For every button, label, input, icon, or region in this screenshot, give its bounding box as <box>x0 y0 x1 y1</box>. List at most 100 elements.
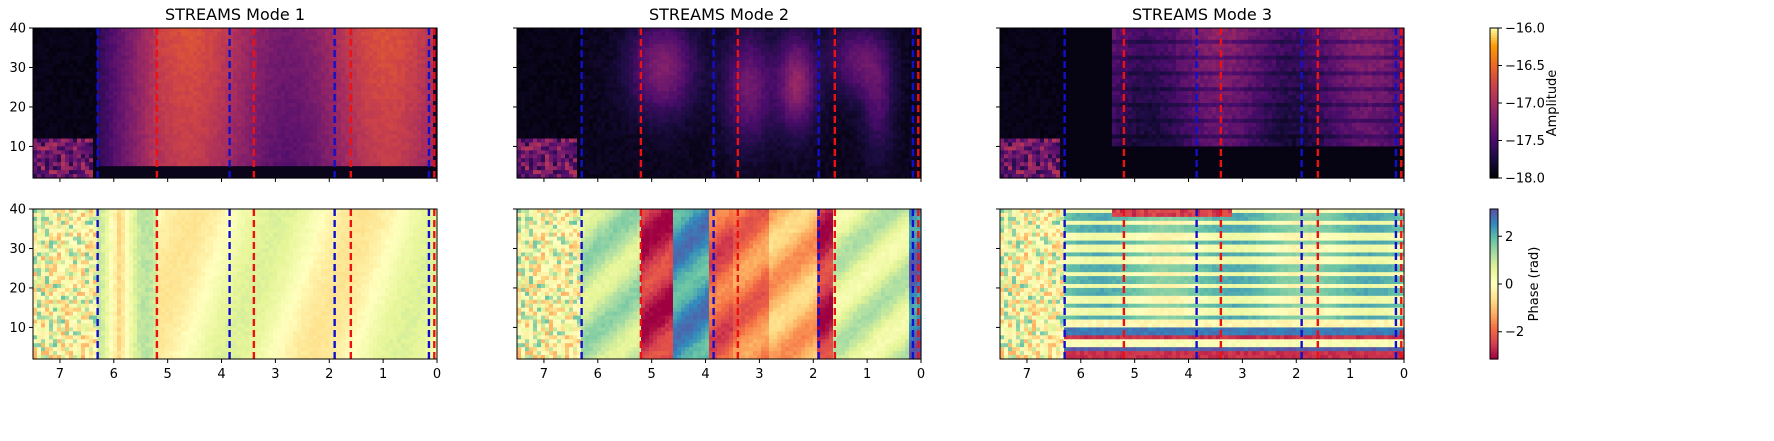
heatmap-cell <box>565 118 570 124</box>
heatmap-cell <box>425 67 430 73</box>
heatmap-cell <box>201 150 206 155</box>
heatmap-cell <box>521 130 526 136</box>
heatmap-cell <box>229 118 234 124</box>
heatmap-cell <box>401 142 406 148</box>
heatmap-cell <box>101 51 106 57</box>
heatmap-cell <box>609 122 614 128</box>
heatmap-cell <box>301 142 306 148</box>
heatmap-cell <box>369 146 374 151</box>
heatmap-cell <box>321 134 326 140</box>
heatmap-cell <box>565 106 570 112</box>
heatmap-cell <box>357 31 362 37</box>
heatmap-cell <box>173 67 178 73</box>
heatmap-cell <box>237 79 242 84</box>
heatmap-cell <box>285 35 290 41</box>
heatmap-cell <box>213 170 218 175</box>
heatmap-cell <box>561 174 566 179</box>
heatmap-cell <box>157 51 162 57</box>
heatmap-cell <box>293 39 298 45</box>
heatmap-cell <box>85 67 90 73</box>
heatmap-cell <box>537 114 542 120</box>
heatmap-cell <box>161 79 166 84</box>
heatmap-cell <box>261 146 266 151</box>
heatmap-cell <box>197 174 202 179</box>
heatmap-cell <box>289 43 294 49</box>
heatmap-cell <box>53 134 58 140</box>
heatmap-cell <box>197 59 202 65</box>
heatmap-cell <box>253 103 258 108</box>
heatmap-cell <box>549 134 554 140</box>
heatmap-cell <box>421 154 426 159</box>
heatmap-cell <box>613 158 618 163</box>
heatmap-cell <box>357 138 362 144</box>
heatmap-cell <box>153 162 158 167</box>
heatmap-cell <box>537 87 542 92</box>
heatmap-cell <box>185 150 190 155</box>
heatmap-cell <box>369 59 374 65</box>
heatmap-cell <box>237 31 242 37</box>
heatmap-cell <box>37 79 42 84</box>
heatmap-cell <box>293 67 298 73</box>
heatmap-cell <box>261 114 266 120</box>
heatmap-cell <box>601 146 606 151</box>
heatmap-cell <box>281 47 286 53</box>
heatmap-cell <box>173 150 178 155</box>
heatmap-cell <box>529 130 534 136</box>
heatmap-cell <box>401 103 406 108</box>
heatmap-cell <box>333 110 338 116</box>
heatmap-cell <box>165 110 170 116</box>
heatmap-cell <box>373 126 378 132</box>
heatmap-cell <box>573 79 578 84</box>
heatmap-cell <box>277 59 282 65</box>
heatmap-cell <box>97 174 102 179</box>
heatmap-cell <box>69 134 74 140</box>
heatmap-cell <box>545 103 550 108</box>
heatmap-cell <box>117 91 122 96</box>
heatmap-cell <box>237 150 242 155</box>
heatmap-cell <box>61 174 66 179</box>
heatmap-cell <box>121 63 126 69</box>
heatmap-cell <box>317 28 322 33</box>
heatmap-cell <box>337 75 342 80</box>
heatmap-cell <box>85 138 90 144</box>
heatmap-cell <box>625 63 630 69</box>
heatmap-cell <box>517 146 522 151</box>
heatmap-cell <box>81 174 86 179</box>
heatmap-cell <box>105 47 110 53</box>
heatmap-cell <box>73 28 78 33</box>
heatmap-cell <box>361 174 366 179</box>
heatmap-cell <box>365 67 370 73</box>
heatmap-cell <box>69 39 74 45</box>
heatmap-cell <box>277 122 282 128</box>
heatmap-cell <box>297 122 302 128</box>
heatmap-cell <box>73 59 78 65</box>
heatmap-cell <box>41 130 46 136</box>
heatmap-cell <box>89 106 94 112</box>
heatmap-cell <box>125 79 130 84</box>
heatmap-cell <box>73 118 78 124</box>
heatmap-cell <box>97 142 102 148</box>
heatmap-cell <box>361 39 366 45</box>
heatmap-cell <box>573 67 578 73</box>
heatmap-cell <box>257 95 262 100</box>
heatmap-cell <box>205 134 210 140</box>
heatmap-cell <box>301 138 306 144</box>
heatmap-cell <box>293 146 298 151</box>
heatmap-cell <box>633 55 638 61</box>
heatmap-cell <box>537 83 542 88</box>
heatmap-cell <box>277 71 282 76</box>
heatmap-cell <box>397 150 402 155</box>
heatmap-cell <box>169 134 174 140</box>
heatmap-cell <box>565 103 570 108</box>
heatmap-cell <box>425 87 430 92</box>
heatmap-cell <box>517 103 522 108</box>
heatmap-cell <box>605 67 610 73</box>
heatmap-cell <box>313 150 318 155</box>
heatmap-cell <box>57 35 62 41</box>
heatmap-cell <box>433 110 438 116</box>
heatmap-cell <box>69 79 74 84</box>
heatmap-cell <box>397 83 402 88</box>
heatmap-cell <box>529 91 534 96</box>
heatmap-cell <box>125 91 130 96</box>
heatmap-cell <box>529 28 534 33</box>
